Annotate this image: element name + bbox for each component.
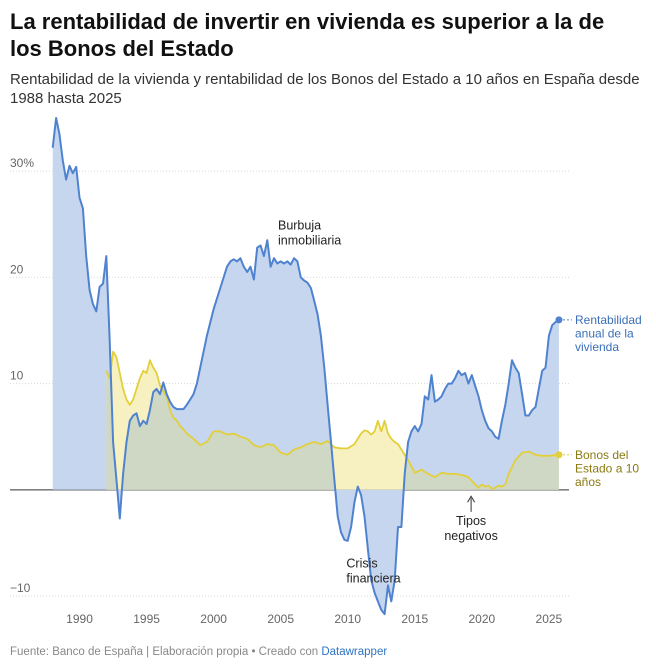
y-tick-label: 20: [10, 262, 24, 276]
y-axis-ticks: −10 10 20 30%: [10, 156, 34, 595]
annotation-arrow-head: [467, 495, 476, 503]
x-tick-label: 2005: [267, 612, 294, 626]
chart-title: La rentabilidad de invertir en vivienda …: [10, 9, 605, 61]
y-tick-label: 10: [10, 369, 24, 383]
annotations: Burbuja inmobiliaria Crisis financiera Tipos…: [278, 219, 498, 586]
x-tick-label: 2025: [536, 612, 563, 626]
footer: Fuente: Banco de España | Elaboración pr…: [10, 646, 387, 658]
vivienda-series-label: Rentabilidad anual de la vivienda: [575, 313, 642, 354]
x-tick-label: 2010: [334, 612, 361, 626]
x-tick-label: 2000: [200, 612, 227, 626]
bonos-series-label: Bonos del Estado a 10 años: [575, 448, 639, 489]
x-axis-ticks: 1990 1995 2000 2005 2010 2015 2020 2025: [66, 612, 562, 626]
x-tick-label: 1990: [66, 612, 93, 626]
datawrapper-link[interactable]: Datawrapper: [321, 646, 388, 658]
area-chart: −10 10 20 30% 1990 1995 2000 2005 2010 2015 2020 2…: [10, 117, 642, 626]
annotation-text: Burbuja inmobiliaria: [278, 219, 341, 248]
vivienda-area: [52, 118, 559, 615]
x-tick-label: 2015: [401, 612, 428, 626]
bonos-line: [105, 350, 559, 490]
series-labels: Rentabilidad anual de la vivienda Bonos del…: [562, 313, 642, 489]
y-tick-label: −10: [10, 581, 31, 595]
chart-subtitle: Rentabilidad de la vivienda y rentabilid…: [10, 71, 640, 107]
x-tick-label: 2020: [468, 612, 495, 626]
annotation-text: Crisis financiera: [346, 556, 400, 585]
source-note: Fuente: Banco de España | Elaboración pr…: [10, 646, 322, 658]
line-layer: [51, 117, 563, 616]
area-layer: [52, 118, 559, 615]
vivienda-line: [51, 117, 560, 616]
annotation-text: Tipos negativos: [444, 514, 498, 543]
y-tick-label: 30%: [10, 156, 34, 170]
bonos-end-point: [555, 451, 563, 459]
vivienda-end-point: [555, 316, 563, 324]
x-tick-label: 1995: [133, 612, 160, 626]
